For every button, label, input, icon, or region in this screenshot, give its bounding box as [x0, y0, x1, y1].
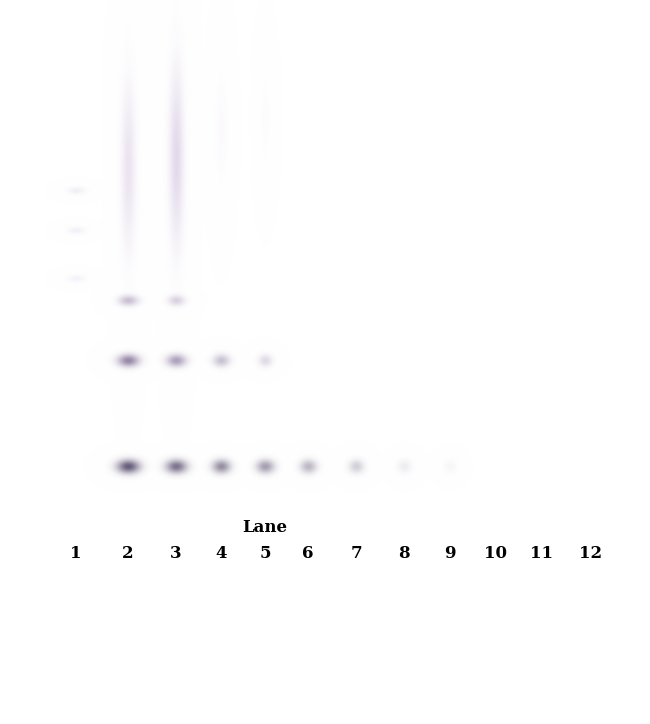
- Text: 10: 10: [484, 545, 506, 563]
- Text: 2: 2: [122, 545, 134, 563]
- Text: 1: 1: [70, 545, 82, 563]
- Text: 3: 3: [170, 545, 182, 563]
- Text: 7: 7: [350, 545, 362, 563]
- Text: 12: 12: [579, 545, 603, 563]
- Text: 4: 4: [215, 545, 227, 563]
- Text: 5: 5: [259, 545, 271, 563]
- Text: 6: 6: [302, 545, 314, 563]
- Text: 9: 9: [444, 545, 456, 563]
- Text: Lane: Lane: [242, 518, 288, 536]
- Text: 8: 8: [398, 545, 410, 563]
- Text: 11: 11: [530, 545, 552, 563]
